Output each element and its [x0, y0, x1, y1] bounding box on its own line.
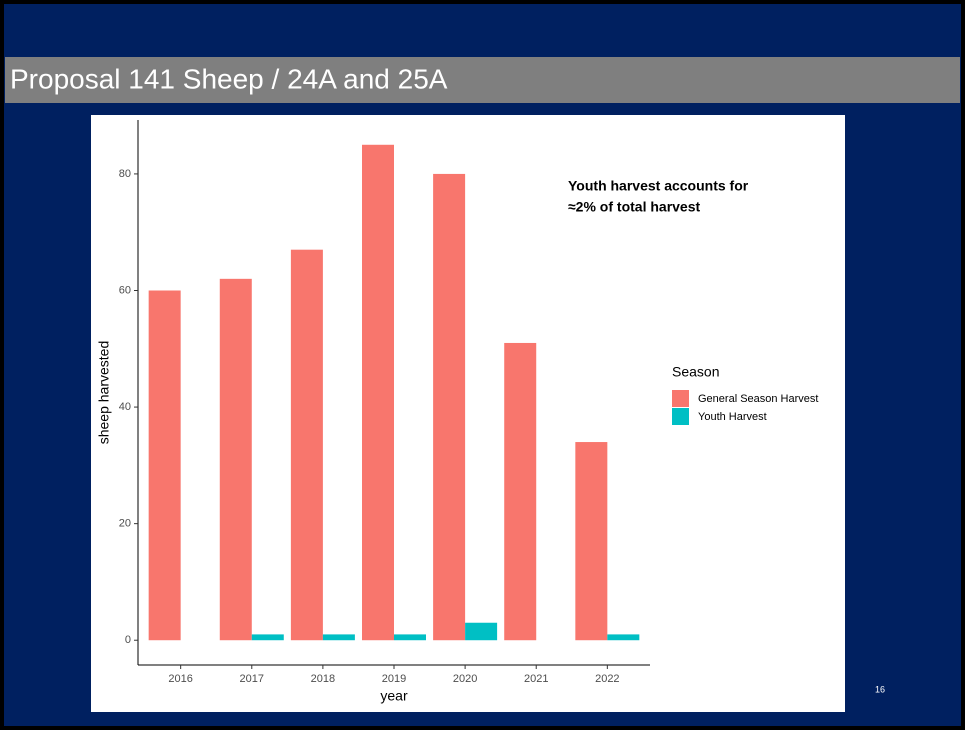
bar — [465, 622, 498, 641]
bar — [504, 342, 537, 641]
y-tick-label: 60 — [119, 284, 131, 296]
legend-label: Youth Harvest — [698, 411, 767, 423]
x-tick-label: 2022 — [595, 673, 619, 685]
bar — [251, 634, 284, 641]
bar — [362, 144, 394, 641]
legend-key — [672, 390, 689, 407]
chart-panel — [91, 115, 845, 712]
x-tick-label: 2019 — [382, 673, 406, 685]
slide-title: Proposal 141 Sheep / 24A and 25A — [10, 63, 448, 94]
legend-label: General Season Harvest — [698, 393, 818, 405]
x-tick-label: 2021 — [524, 673, 548, 685]
y-tick-label: 80 — [119, 168, 131, 180]
y-tick-label: 0 — [125, 634, 131, 646]
y-axis-label: sheep harvested — [96, 341, 112, 445]
legend-key — [672, 408, 689, 425]
bar — [575, 442, 608, 641]
y-tick-label: 20 — [119, 518, 131, 530]
title-bar — [5, 57, 960, 103]
x-axis-label: year — [380, 688, 408, 704]
annotation: ≈2% of total harvest — [568, 199, 700, 215]
page-number: 16 — [875, 684, 885, 694]
bar — [433, 173, 466, 641]
x-tick-label: 2016 — [168, 673, 192, 685]
bar — [219, 278, 252, 641]
x-tick-label: 2018 — [311, 673, 335, 685]
annotation: Youth harvest accounts for — [568, 178, 749, 194]
bar — [607, 634, 640, 641]
legend-title: Season — [672, 364, 719, 380]
bar — [290, 249, 323, 641]
bar — [148, 290, 181, 641]
y-tick-label: 40 — [119, 401, 131, 413]
bar — [394, 634, 426, 641]
x-tick-label: 2020 — [453, 673, 477, 685]
x-tick-label: 2017 — [240, 673, 264, 685]
bar — [322, 634, 355, 641]
